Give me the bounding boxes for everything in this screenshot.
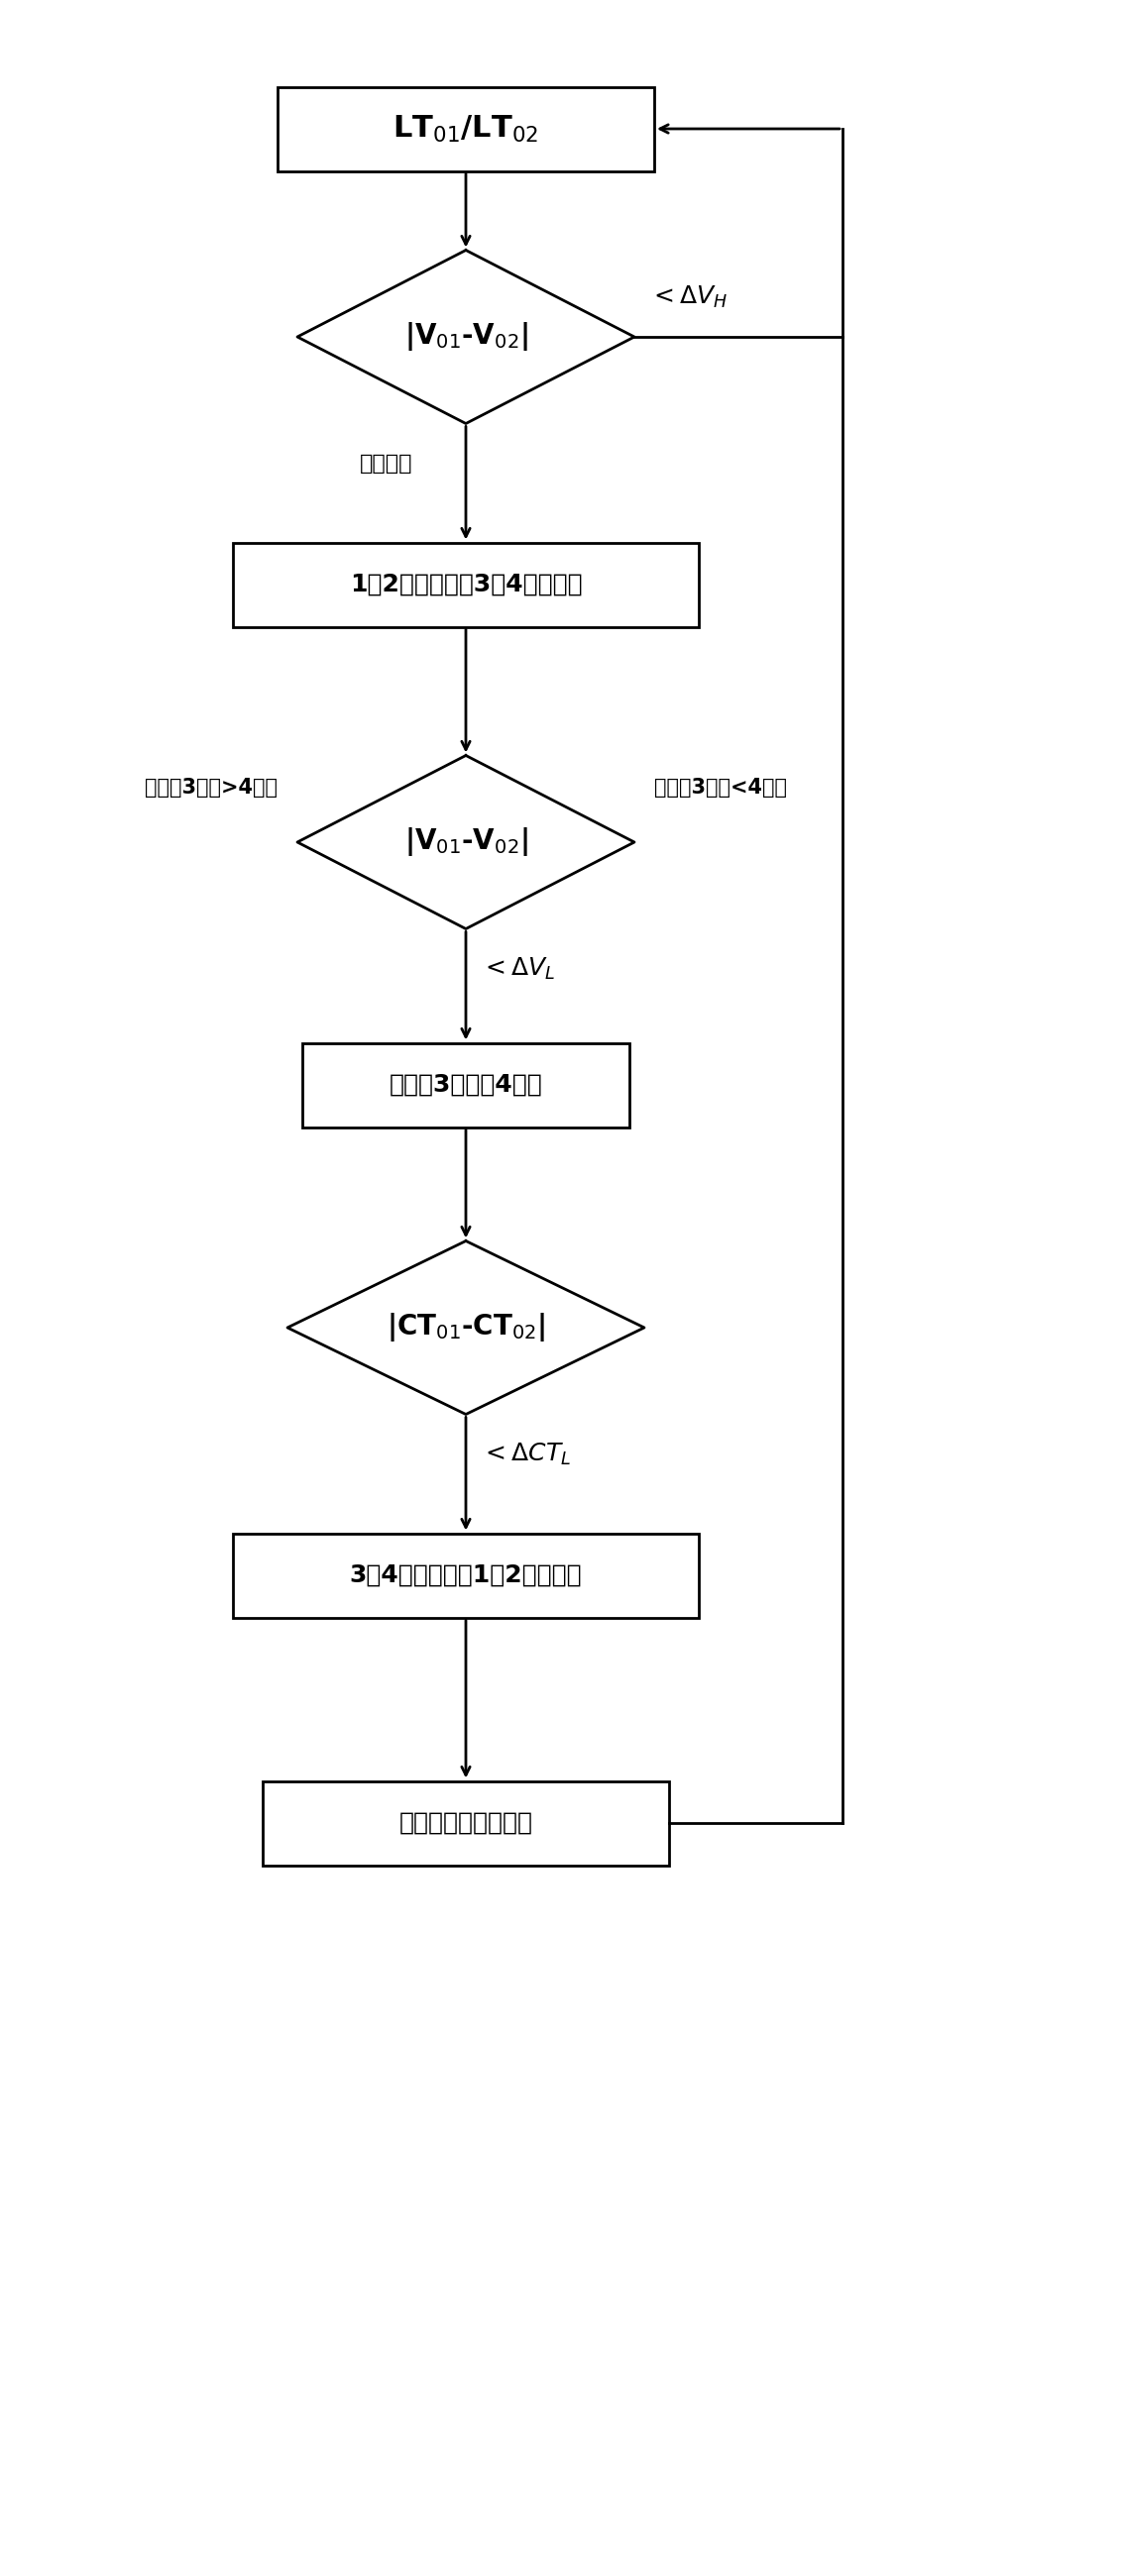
Text: $<\Delta V_{L}$: $<\Delta V_{L}$ [480, 956, 555, 981]
Text: $<\Delta CT_{L}$: $<\Delta CT_{L}$ [480, 1440, 571, 1466]
Text: 开度：3号阀＝4号阀: 开度：3号阀＝4号阀 [389, 1074, 543, 1097]
Text: $<\Delta V_{H}$: $<\Delta V_{H}$ [650, 283, 728, 309]
Text: 开度：3号阀<4号阀: 开度：3号阀<4号阀 [654, 778, 787, 799]
Text: |V$_{01}$-V$_{02}$|: |V$_{01}$-V$_{02}$| [404, 319, 527, 353]
Polygon shape [287, 1242, 644, 1414]
Bar [233, 1533, 699, 1618]
Bar [302, 1043, 629, 1128]
Bar [263, 1780, 669, 1865]
Text: 3，4号阀关闭，1，2号阀开启: 3，4号阀关闭，1，2号阀开启 [350, 1564, 582, 1587]
Polygon shape [297, 755, 634, 930]
Text: 1，2号阀关闭，3，4号阀开启: 1，2号阀关闭，3，4号阀开启 [350, 572, 582, 598]
Bar [277, 88, 654, 170]
Bar [233, 544, 699, 626]
Text: LT$_{01}$/LT$_{02}$: LT$_{01}$/LT$_{02}$ [393, 113, 539, 144]
Text: 放电未期: 放电未期 [360, 453, 413, 474]
Text: 开度：3号阀>4号阀: 开度：3号阀>4号阀 [145, 778, 277, 799]
Text: |CT$_{01}$-CT$_{02}$|: |CT$_{01}$-CT$_{02}$| [386, 1311, 545, 1345]
Text: 下一次放电循环开始: 下一次放电循环开始 [399, 1811, 533, 1834]
Polygon shape [297, 250, 634, 422]
Text: |V$_{01}$-V$_{02}$|: |V$_{01}$-V$_{02}$| [404, 827, 527, 858]
